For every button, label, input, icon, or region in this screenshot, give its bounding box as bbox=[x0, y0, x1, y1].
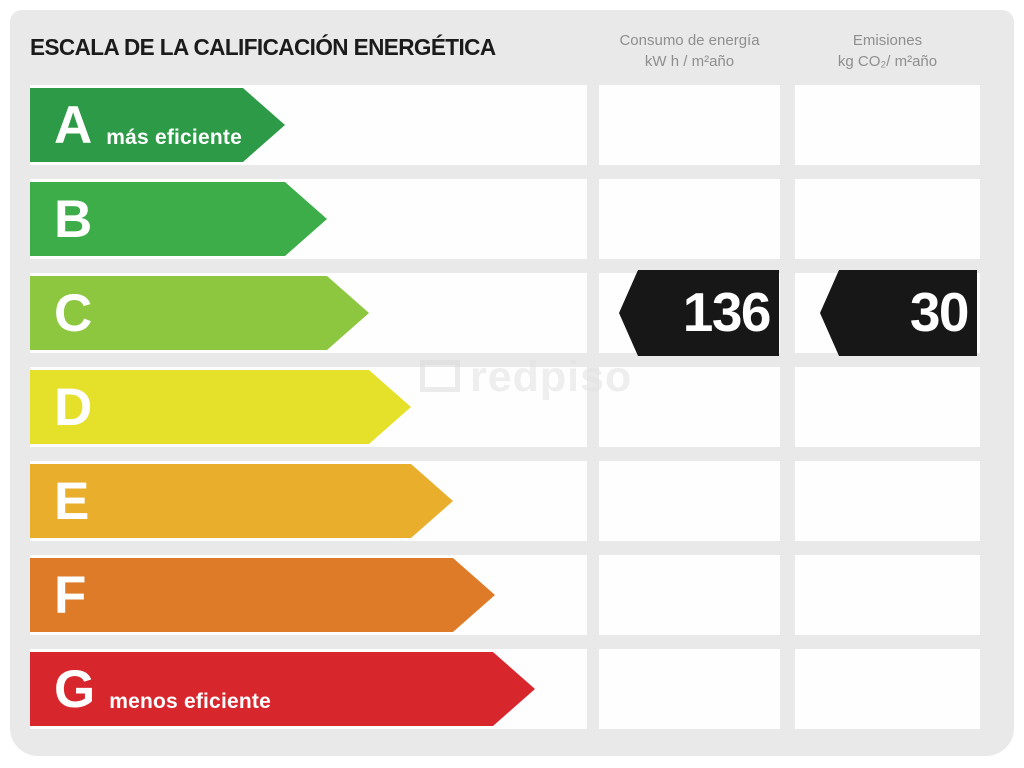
emisiones-cell bbox=[795, 367, 980, 447]
consumo-cell bbox=[599, 555, 780, 635]
emisiones-cell bbox=[795, 179, 980, 259]
rating-arrow: G menos eficiente bbox=[30, 652, 535, 726]
rating-row-c: C 136 30 bbox=[30, 270, 1014, 356]
rating-arrow: B bbox=[30, 182, 327, 256]
emisiones-column-header: Emisiones kg CO₂/ m²año bbox=[795, 10, 980, 85]
consumo-header-line2: kW h / m²año bbox=[644, 52, 735, 70]
consumo-value-badge: 136 bbox=[619, 270, 779, 356]
rating-row-b: B bbox=[30, 179, 1014, 259]
rating-arrow: F bbox=[30, 558, 495, 632]
title-wrap: ESCALA DE LA CALIFICACIÓN ENERGÉTICA bbox=[30, 10, 599, 85]
scale-cell: G menos eficiente bbox=[30, 649, 587, 729]
rating-arrow: D bbox=[30, 370, 411, 444]
scale-cell: C bbox=[30, 273, 587, 353]
rating-row-e: E bbox=[30, 461, 1014, 541]
rating-arrow: C bbox=[30, 276, 369, 350]
consumo-cell: 136 bbox=[599, 270, 780, 356]
consumo-value: 136 bbox=[682, 281, 772, 343]
rating-row-f: F bbox=[30, 555, 1014, 635]
scale-cell: D bbox=[30, 367, 587, 447]
rating-letter: G bbox=[54, 660, 96, 719]
consumo-cell bbox=[599, 461, 780, 541]
consumo-cell bbox=[599, 179, 780, 259]
consumo-header-line1: Consumo de energía bbox=[619, 31, 760, 49]
emisiones-header-line1: Emisiones bbox=[852, 31, 923, 49]
emisiones-cell bbox=[795, 555, 980, 635]
rating-label: más eficiente bbox=[106, 126, 242, 149]
rating-letter: E bbox=[54, 472, 90, 531]
rating-row-a: A más eficiente bbox=[30, 85, 1014, 165]
emisiones-cell bbox=[795, 461, 980, 541]
certificate-panel: ESCALA DE LA CALIFICACIÓN ENERGÉTICA Con… bbox=[10, 10, 1014, 756]
column-gap bbox=[780, 10, 795, 85]
emisiones-cell bbox=[795, 649, 980, 729]
rating-letter: F bbox=[54, 566, 87, 625]
consumo-column-header: Consumo de energía kW h / m²año bbox=[599, 10, 780, 85]
emisiones-cell bbox=[795, 85, 980, 165]
rating-letter: C bbox=[54, 284, 93, 343]
rating-row-g: G menos eficiente bbox=[30, 649, 1014, 729]
consumo-cell bbox=[599, 367, 780, 447]
rating-arrow: A más eficiente bbox=[30, 88, 285, 162]
scale-cell: F bbox=[30, 555, 587, 635]
consumo-cell bbox=[599, 85, 780, 165]
rating-letter: D bbox=[54, 378, 93, 437]
consumo-cell bbox=[599, 649, 780, 729]
emisiones-header-line2: kg CO₂/ m²año bbox=[837, 52, 938, 70]
header: ESCALA DE LA CALIFICACIÓN ENERGÉTICA Con… bbox=[30, 10, 1014, 85]
scale-cell: B bbox=[30, 179, 587, 259]
rating-scale: A más eficiente B C 136 30 D bbox=[30, 85, 1014, 729]
scale-cell: A más eficiente bbox=[30, 85, 587, 165]
rating-label: menos eficiente bbox=[109, 690, 271, 713]
scale-cell: E bbox=[30, 461, 587, 541]
page-title: ESCALA DE LA CALIFICACIÓN ENERGÉTICA bbox=[30, 34, 496, 60]
rating-arrow: E bbox=[30, 464, 453, 538]
rating-letter: B bbox=[54, 190, 93, 249]
emisiones-cell: 30 bbox=[795, 270, 980, 356]
emisiones-value-badge: 30 bbox=[820, 270, 977, 356]
rating-letter: A bbox=[54, 96, 93, 155]
emisiones-value: 30 bbox=[909, 281, 970, 343]
rating-row-d: D bbox=[30, 367, 1014, 447]
